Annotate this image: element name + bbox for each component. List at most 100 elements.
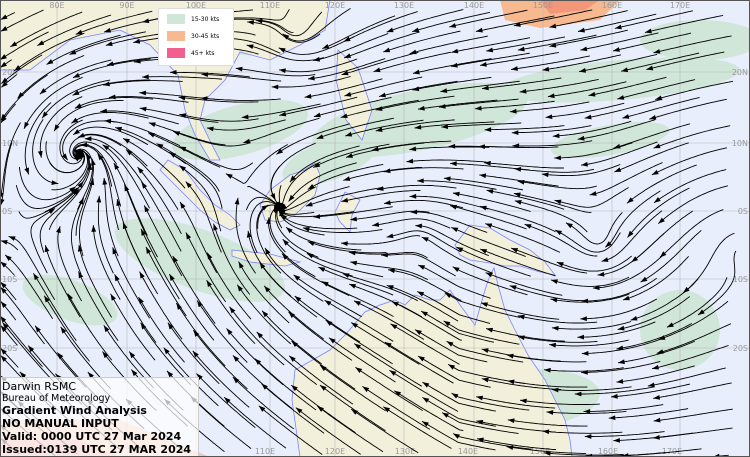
streamline xyxy=(138,296,185,363)
streamline xyxy=(84,138,146,187)
streamline-arrowhead xyxy=(37,40,45,46)
streamline xyxy=(344,76,423,97)
streamline-arrowhead xyxy=(259,262,266,269)
streamline xyxy=(142,76,223,80)
streamline xyxy=(550,293,630,303)
streamline xyxy=(104,120,181,147)
streamline-arrowhead xyxy=(511,66,518,71)
streamline xyxy=(420,310,495,343)
streamline xyxy=(476,438,557,451)
streamline xyxy=(246,44,325,62)
issued-time: Issued:0139 UTC 27 MAR 2024 xyxy=(2,443,192,456)
streamline xyxy=(71,112,149,124)
streamline-arrowhead xyxy=(5,254,12,261)
streamline-arrowhead xyxy=(139,106,147,112)
streamline xyxy=(226,328,284,386)
streamline-arrowhead xyxy=(322,43,330,49)
streamline xyxy=(341,51,419,76)
streamline xyxy=(485,223,561,253)
streamline xyxy=(542,430,623,434)
streamline xyxy=(279,58,358,73)
streamline xyxy=(241,103,321,118)
streamline-arrowhead xyxy=(394,390,402,397)
streamline-arrowhead xyxy=(484,160,491,166)
streamline-arrowhead xyxy=(225,173,233,179)
streamline-arrowhead xyxy=(110,293,116,301)
streamline-arrowhead xyxy=(417,356,425,362)
streamline xyxy=(421,420,496,451)
streamline-arrowhead xyxy=(103,325,110,333)
streamline xyxy=(140,228,180,300)
streamline xyxy=(243,117,320,144)
legend-swatch xyxy=(167,48,185,58)
streamline-arrowhead xyxy=(69,186,76,193)
streamline xyxy=(288,162,357,202)
streamline xyxy=(610,383,690,398)
streamline xyxy=(114,127,187,165)
streamline xyxy=(391,301,462,341)
streamline-arrowhead xyxy=(653,434,660,440)
streamline xyxy=(549,29,628,47)
streamline-arrowhead xyxy=(291,340,299,348)
streamline-arrowhead xyxy=(451,393,459,399)
streamline-arrowhead xyxy=(60,326,67,334)
streamline xyxy=(451,37,531,53)
streamline xyxy=(414,329,488,363)
streamline-arrowhead xyxy=(57,352,64,360)
streamline-arrowhead xyxy=(103,81,110,87)
streamline-arrowhead xyxy=(588,91,596,97)
streamline xyxy=(190,396,252,450)
streamline-arrowhead xyxy=(262,310,269,318)
streamline-arrowhead xyxy=(77,132,85,138)
streamline-arrowhead xyxy=(655,95,663,101)
streamline-arrowhead xyxy=(549,342,556,348)
streamline-arrowhead xyxy=(325,320,333,326)
streamline xyxy=(622,256,689,301)
streamline xyxy=(343,166,423,181)
streamline xyxy=(417,264,491,299)
streamline-arrowhead xyxy=(33,273,39,281)
streamline-arrowhead xyxy=(139,271,145,279)
streamline-arrowhead xyxy=(28,345,35,353)
streamline xyxy=(139,107,219,123)
streamline-arrowhead xyxy=(409,193,417,199)
streamline xyxy=(280,213,358,230)
streamline xyxy=(137,166,182,235)
streamline-arrowhead xyxy=(102,144,110,151)
streamline-arrowhead xyxy=(507,379,515,385)
streamline-arrowhead xyxy=(288,311,295,318)
streamline xyxy=(514,168,595,173)
streamline xyxy=(371,140,452,151)
streamline xyxy=(343,31,420,59)
streamline-arrowhead xyxy=(115,126,123,132)
streamline xyxy=(412,58,492,74)
streamline-arrowhead xyxy=(305,201,313,207)
streamline-arrowhead xyxy=(80,142,88,148)
streamline-arrowhead xyxy=(581,369,588,375)
streamline xyxy=(235,197,256,274)
streamline xyxy=(53,99,124,132)
streamline-arrowhead xyxy=(291,385,298,392)
streamline-arrowhead xyxy=(621,67,629,73)
streamline-arrowhead xyxy=(383,406,391,413)
land-sulawesi xyxy=(334,191,361,233)
streamline-arrowhead xyxy=(0,348,7,355)
streamline xyxy=(185,181,222,253)
streamline xyxy=(167,322,220,385)
streamline-arrowhead xyxy=(421,311,428,317)
streamline xyxy=(325,319,393,365)
streamline xyxy=(657,185,729,225)
streamline xyxy=(276,123,350,155)
streamline-arrowhead xyxy=(550,297,558,303)
streamline xyxy=(597,233,665,276)
streamline-arrowhead xyxy=(282,239,289,246)
streamline-arrowhead xyxy=(592,285,600,291)
streamline-arrowhead xyxy=(481,348,489,353)
streamline-arrowhead xyxy=(485,272,493,278)
streamline-arrowhead xyxy=(542,429,550,435)
streamline xyxy=(506,354,587,363)
streamline xyxy=(59,119,83,165)
streamline-arrowhead xyxy=(261,383,268,390)
streamline-arrowhead xyxy=(288,194,295,202)
streamline-arrowhead xyxy=(653,197,661,203)
